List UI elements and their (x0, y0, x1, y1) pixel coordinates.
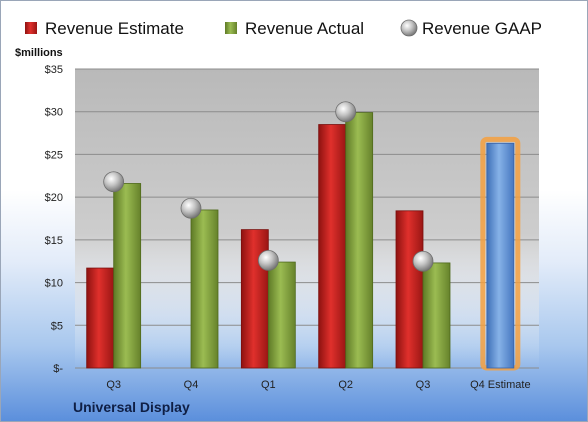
legend-item: Revenue Actual (225, 19, 364, 38)
x-tick-label: Q1 (261, 379, 276, 391)
gaap-markers (103, 101, 434, 272)
legend-label: Revenue Actual (245, 19, 364, 38)
y-axis-unit-label: $millions (15, 47, 63, 59)
x-tick-label: Q4 (184, 379, 199, 391)
y-tick-label: $35 (45, 64, 63, 76)
estimate-bar (395, 210, 424, 369)
gaap-marker (180, 197, 202, 219)
legend-label: Revenue Estimate (45, 19, 184, 38)
y-tick-label: $30 (45, 107, 63, 119)
legend-item: Revenue Estimate (25, 19, 184, 38)
gaap-marker (335, 101, 357, 123)
legend-swatch (225, 22, 237, 34)
gaap-marker (412, 250, 434, 272)
y-tick-label: $10 (45, 278, 63, 290)
estimate-bar (240, 229, 269, 369)
actual-bar (345, 112, 374, 369)
gaap-marker (103, 171, 125, 193)
y-tick-label: $- (53, 363, 63, 375)
legend-label: Revenue GAAP (422, 19, 542, 38)
legend-item: Revenue GAAP (400, 19, 542, 38)
actual-bar (422, 262, 451, 369)
bars (86, 112, 521, 371)
legend-swatch-gaap (400, 19, 418, 37)
plot-area (75, 69, 539, 368)
gridlines (75, 68, 539, 369)
actual-bar (267, 261, 296, 369)
y-tick-label: $20 (45, 192, 63, 204)
x-tick-label: Q3 (106, 379, 121, 391)
x-tick-label: Q2 (338, 379, 353, 391)
gaap-marker (257, 249, 279, 271)
estimate-bar (318, 124, 347, 369)
y-axis-ticks: $- $5 $10 $15 $20 $25 $30 $35 (45, 64, 64, 375)
company-name: Universal Display (73, 399, 190, 415)
y-tick-label: $25 (45, 149, 63, 161)
x-axis-ticks: Q3 Q4 Q1 Q2 Q3 Q4 Estimate (106, 379, 530, 391)
x-tick-label: Q4 Estimate (470, 379, 531, 391)
actual-bar (113, 183, 142, 369)
y-tick-label: $5 (51, 320, 63, 332)
x-tick-label: Q3 (416, 379, 431, 391)
q4-estimate-bar (486, 142, 515, 369)
actual-bar (190, 209, 219, 369)
estimate-bar (86, 267, 115, 369)
y-tick-label: $15 (45, 235, 63, 247)
legend-swatch (25, 22, 37, 34)
legend: Revenue Estimate Revenue Actual Revenue GA… (25, 19, 542, 38)
